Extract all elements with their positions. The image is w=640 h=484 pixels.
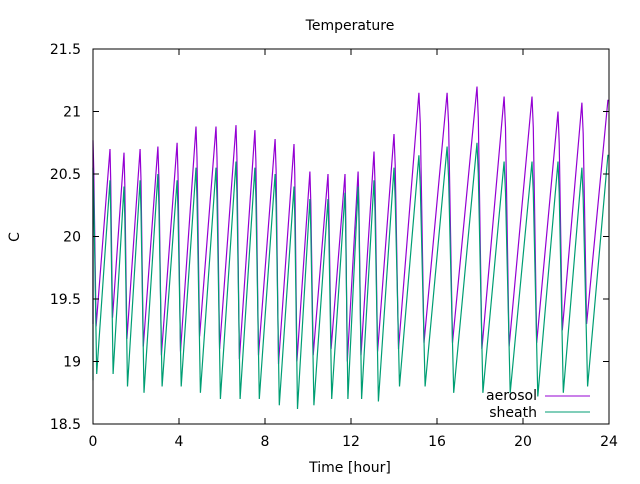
x-tick-label: 20 bbox=[514, 434, 532, 450]
x-tick-label: 0 bbox=[89, 434, 98, 450]
legend-label-aerosol: aerosol bbox=[486, 388, 537, 404]
y-tick-label: 18.5 bbox=[50, 417, 81, 433]
x-tick-label: 8 bbox=[261, 434, 270, 450]
x-tick-label: 12 bbox=[342, 434, 360, 450]
y-tick-label: 20.5 bbox=[50, 167, 81, 183]
ticks-layer: 0 4 8 12 16 20 24 18.5 19 19.5 20 20.5 21 21.5 bbox=[50, 42, 618, 450]
y-tick-label: 20 bbox=[63, 230, 81, 246]
series-line-sheath bbox=[92, 142, 609, 410]
legend-label-sheath: sheath bbox=[489, 405, 537, 421]
x-tick-label: 4 bbox=[175, 434, 184, 450]
y-tick-label: 21 bbox=[63, 105, 81, 121]
series-layer bbox=[92, 86, 609, 410]
y-tick-label: 19.5 bbox=[50, 292, 81, 308]
chart-title: Temperature bbox=[305, 18, 395, 34]
y-axis-label: C bbox=[7, 232, 23, 242]
legend: aerosol sheath bbox=[486, 388, 590, 421]
x-tick-label: 24 bbox=[600, 434, 618, 450]
y-tick-label: 21.5 bbox=[50, 42, 81, 58]
x-tick-label: 16 bbox=[428, 434, 446, 450]
x-axis-label: Time [hour] bbox=[308, 460, 391, 476]
y-tick-label: 19 bbox=[63, 355, 81, 371]
